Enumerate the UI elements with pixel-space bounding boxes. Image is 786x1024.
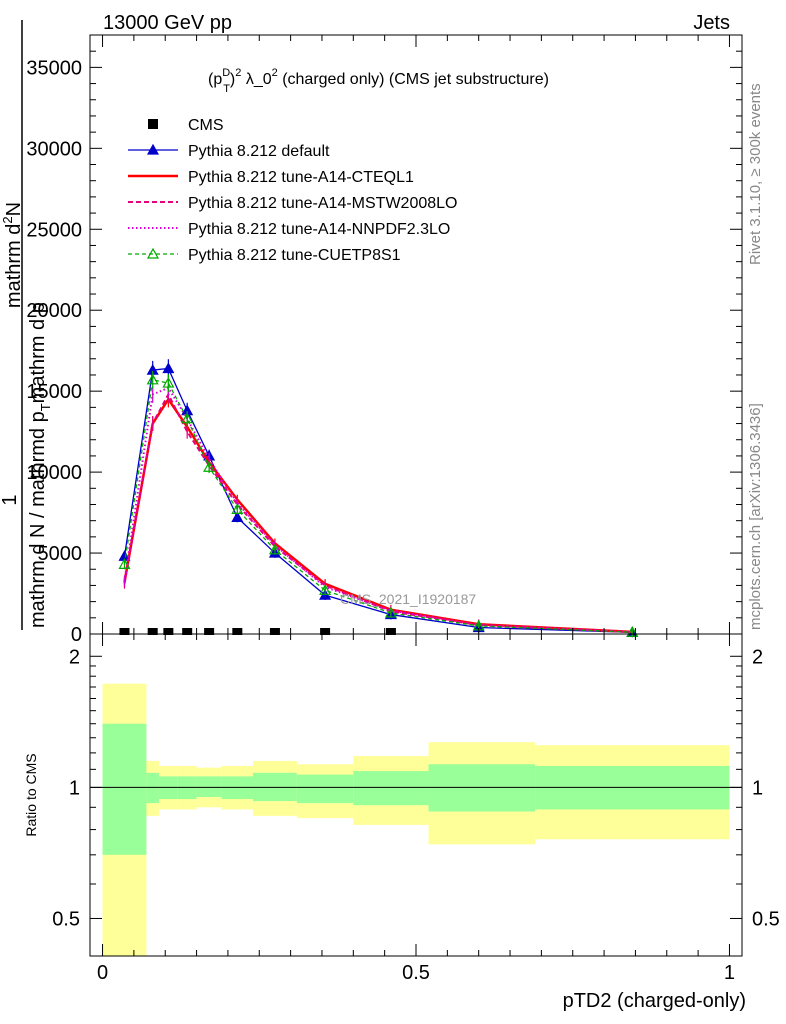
marker-default [231, 511, 244, 523]
ratio-y-tick-label-right: 0.5 [752, 908, 780, 930]
data-point-cms [320, 628, 331, 635]
main-panel: 0 5000 10000 15000 20000 25000 30000 35000 [26, 34, 743, 646]
data-point-cms [385, 628, 396, 635]
ratio-band-inner [196, 776, 222, 798]
header-right: Jets [693, 12, 730, 34]
marker-cuetp8s1 [162, 376, 175, 388]
series-line-nnpdf [123, 386, 633, 633]
legend-label: Pythia 8.212 tune-CUETP8S1 [188, 247, 401, 264]
data-point-cms [232, 628, 243, 635]
ratio-y-tick-label: 0.5 [52, 908, 80, 930]
marker-cuetp8s1 [118, 558, 131, 569]
legend-label: Pythia 8.212 tune-A14-NNPDF2.3LO [188, 221, 450, 238]
marker-cuetp8s1 [203, 461, 216, 472]
ylabel-denominator: mathrm d N / mathrmd pTmathrm d p [27, 302, 53, 628]
legend-entry-default: Pythia 8.212 default [128, 143, 330, 160]
marker-cuetp8s1 [181, 412, 194, 424]
ratio-band-inner [146, 772, 159, 804]
header-left: 13000 GeV pp [103, 12, 232, 34]
ratio-band-inner [353, 771, 429, 806]
series-cms [119, 628, 396, 635]
legend-entry-cms: CMS [148, 117, 224, 134]
marker-cuetp8s1 [268, 543, 281, 555]
ratio-panel: 0.5 0.5 1 1 2 2 0 0.5 1 [52, 633, 780, 984]
legend-marker-cuetp8s1 [146, 247, 160, 259]
y-tick-label: 35000 [26, 57, 82, 79]
ratio-y-tick-label-right: 1 [752, 777, 763, 799]
marker-cuetp8s1 [319, 584, 332, 595]
ratio-band-inner [102, 723, 147, 855]
xlabel: pTD2 (charged-only) [563, 990, 746, 1012]
marker-cuetp8s1 [626, 625, 639, 637]
legend-entry-cuetp8s1: Pythia 8.212 tune-CUETP8S1 [128, 247, 401, 264]
legend-entry-cteql1: Pythia 8.212 tune-A14-CTEQL1 [128, 169, 414, 186]
chart-title: (pD T)2 λ_02 (charged only) (CMS jet subs… [208, 67, 549, 95]
legend-label: CMS [188, 117, 224, 134]
ratio-ylabel: Ratio to CMS [23, 753, 39, 836]
data-point-cms [163, 628, 174, 635]
x-tick-label: 0.5 [402, 962, 430, 984]
data-point-cms [182, 628, 193, 635]
data-point-cms [204, 628, 215, 635]
y-tick-label: 5000 [38, 543, 83, 565]
mcplots-label: mcplots.cern.ch [arXiv:1306.3436] [747, 403, 764, 630]
rivet-label: Rivet 3.1.10, ≥ 300k events [747, 83, 764, 265]
legend-marker-default [146, 143, 160, 155]
x-tick-label: 0 [97, 962, 108, 984]
marker-cuetp8s1 [231, 503, 244, 514]
legend-entry-mstw: Pythia 8.212 tune-A14-MSTW2008LO [128, 195, 457, 212]
legend-label: Pythia 8.212 tune-A14-CTEQL1 [188, 169, 414, 186]
ratio-y-tick-label-right: 2 [752, 646, 763, 668]
y-tick-label: 0 [71, 624, 82, 646]
legend-entry-nnpdf: Pythia 8.212 tune-A14-NNPDF2.3LO [128, 221, 450, 238]
data-point-cms [269, 628, 280, 635]
main-ylabel: 1 mathrm d N / mathrmd pTmathrm d p math… [0, 20, 53, 630]
y-tick-label: 15000 [26, 381, 82, 403]
data-point-cms [147, 628, 158, 635]
ratio-band-inner [428, 764, 536, 812]
ratio-y-tick-label: 2 [69, 646, 80, 668]
data-point-cms [119, 628, 130, 635]
marker-cuetp8s1 [146, 373, 159, 385]
x-tick-label: 1 [724, 962, 735, 984]
y-tick-label: 10000 [26, 462, 82, 484]
ylabel-numerator: mathrm d2N [0, 202, 25, 308]
ylabel-one: 1 [0, 494, 21, 505]
marker-default [162, 362, 175, 374]
legend-marker-cms [148, 119, 158, 129]
ratio-band-inner [296, 774, 354, 804]
y-tick-label: 20000 [26, 300, 82, 322]
y-tick-label: 30000 [26, 138, 82, 160]
legend: CMS Pythia 8.212 default Pythia 8.212 tune… [128, 117, 457, 264]
marker-cuetp8s1 [384, 606, 397, 618]
legend-label: Pythia 8.212 tune-A14-MSTW2008LO [188, 195, 457, 212]
y-tick-label: 25000 [26, 219, 82, 241]
legend-label: Pythia 8.212 default [188, 143, 330, 160]
ratio-y-tick-label: 1 [69, 777, 80, 799]
analysis-watermark: CMS_2021_I1920187 [340, 591, 476, 607]
